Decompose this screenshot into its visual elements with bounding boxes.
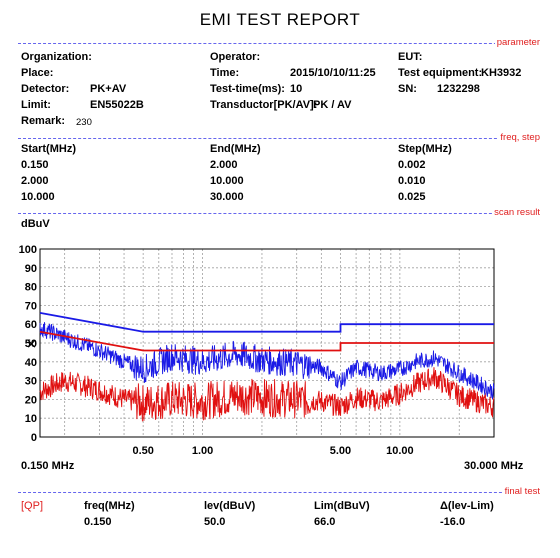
- report-title: EMI TEST REPORT: [199, 10, 361, 29]
- freq-step-cell: 10.000: [21, 191, 55, 203]
- y-tick-label: 70: [25, 300, 37, 312]
- x-tick-label: 1.00: [192, 445, 213, 457]
- final-level-header: lev(dBuV): [204, 500, 256, 512]
- transducer-value: PK / AV: [313, 99, 352, 111]
- y-axis-unit-label: dBuV: [21, 218, 50, 230]
- time-label: Time:: [210, 67, 240, 79]
- freq-step-section-label: freq, step: [498, 132, 542, 143]
- organization-label: Organization:: [21, 51, 92, 63]
- freq-step-cell: 0.025: [398, 191, 426, 203]
- y-tick-label: 50: [25, 338, 37, 350]
- freq-step-cell: 2.000: [210, 159, 238, 171]
- test-time-value: 10: [290, 83, 303, 95]
- end-header: End(MHz): [210, 143, 261, 155]
- y-tick-label: 30: [25, 376, 37, 388]
- transducer-label: Transductor[PK/AV]:: [210, 99, 318, 111]
- final-test-separator: [18, 492, 542, 493]
- parameter-separator: [18, 43, 542, 44]
- final-test-section-label: final test: [502, 486, 542, 497]
- sn-label: SN:: [398, 83, 417, 95]
- detector-label: Detector:: [21, 83, 70, 95]
- detector-value: PK+AV: [90, 83, 127, 95]
- sn-value: 1232298: [437, 83, 480, 95]
- time-value: 2015/10/10/11:25: [290, 67, 376, 79]
- y-tick-label: 100: [19, 244, 37, 256]
- x-tick-label: 5.00: [330, 445, 351, 457]
- qp-marker: ×: [26, 337, 37, 352]
- step-header: Step(MHz): [398, 143, 452, 155]
- quasi-peak-limit-line: [39, 312, 494, 333]
- freq-step-cell: 0.150: [21, 159, 49, 171]
- freq-step-cell: 10.000: [210, 175, 244, 187]
- y-tick-label: 60: [25, 319, 37, 331]
- final-delta-header: Δ(lev-Lim): [440, 500, 494, 512]
- operator-label: Operator:: [210, 51, 261, 63]
- final-freq-value: 0.150: [84, 516, 112, 528]
- peak-trace-line: [39, 322, 495, 400]
- remark-label: Remark:: [21, 115, 66, 127]
- y-tick-label: 0: [31, 432, 37, 444]
- start-header: Start(MHz): [21, 143, 76, 155]
- x-tick-label: 10.00: [386, 445, 414, 457]
- test-time-label: Test-time(ms):: [210, 83, 285, 95]
- test-equipment-label: Test equipment:: [398, 67, 483, 79]
- y-tick-label: 90: [25, 263, 37, 275]
- eut-label: EUT:: [398, 51, 423, 63]
- freq-step-cell: 30.000: [210, 191, 244, 203]
- x-axis-end-label: 30.000 MHz: [464, 460, 524, 472]
- test-equipment-value: KH3932: [481, 67, 522, 79]
- y-tick-label: 20: [25, 394, 37, 406]
- x-axis-start-label: 0.150 MHz: [21, 460, 75, 472]
- average-trace-line: [39, 367, 495, 422]
- scan-result-section-label: scan result: [492, 207, 542, 218]
- limit-label: Limit:: [21, 99, 51, 111]
- parameter-section-label: parameter: [494, 37, 542, 48]
- scan-result-separator: [18, 213, 542, 214]
- place-label: Place:: [21, 67, 54, 79]
- freq-step-cell: 0.002: [398, 159, 426, 171]
- x-tick-label: 0.50: [132, 445, 153, 457]
- freq-step-cell: 0.010: [398, 175, 426, 187]
- average-limit-line: [39, 330, 494, 352]
- remark-value: 230: [76, 117, 92, 128]
- final-freq-header: freq(MHz): [84, 500, 135, 512]
- freq-step-cell: 2.000: [21, 175, 49, 187]
- limit-value: EN55022B: [90, 99, 144, 111]
- y-tick-label: 80: [25, 282, 37, 294]
- freq-step-separator: [18, 138, 542, 139]
- final-limit-value: 66.0: [314, 516, 336, 528]
- detector-tag: [QP]: [21, 500, 44, 512]
- y-tick-label: 10: [25, 413, 37, 425]
- final-level-value: 50.0: [204, 516, 226, 528]
- final-delta-value: -16.0: [440, 516, 466, 528]
- final-limit-header: Lim(dBuV): [314, 500, 370, 512]
- y-tick-label: 40: [25, 357, 37, 369]
